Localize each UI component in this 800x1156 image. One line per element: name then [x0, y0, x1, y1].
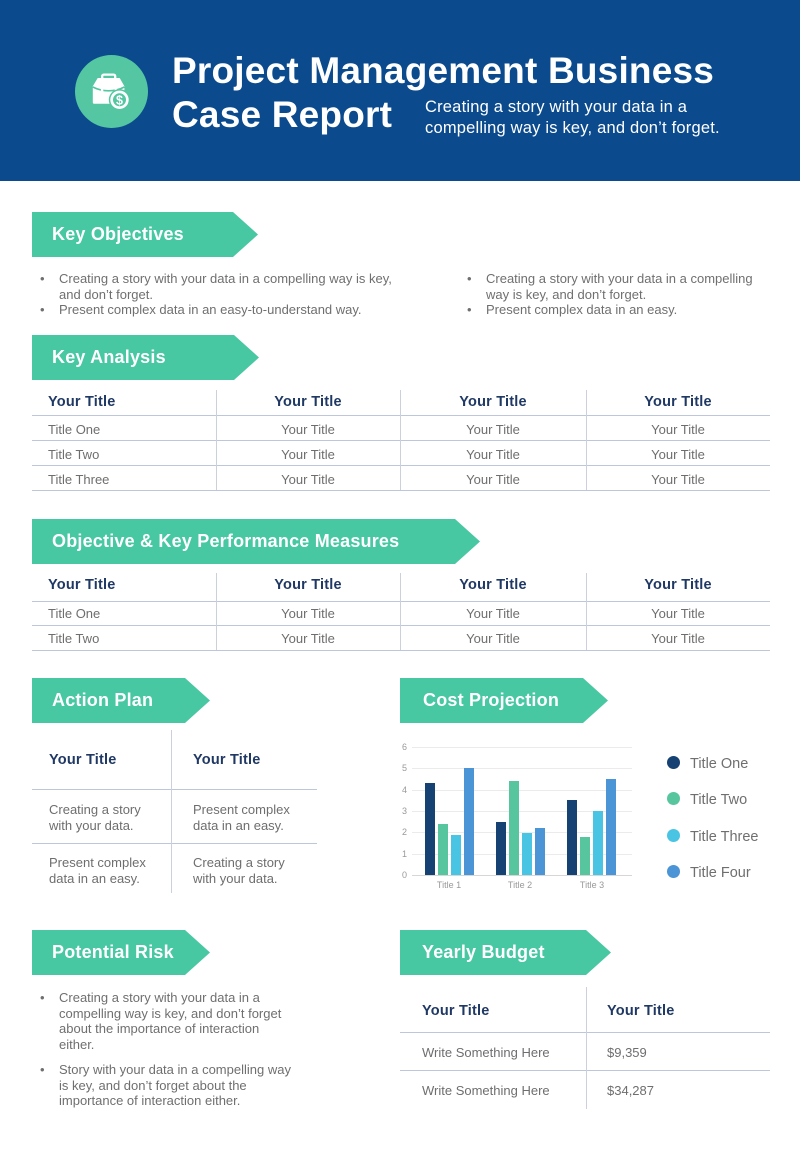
svg-text:$: $ — [116, 93, 123, 107]
